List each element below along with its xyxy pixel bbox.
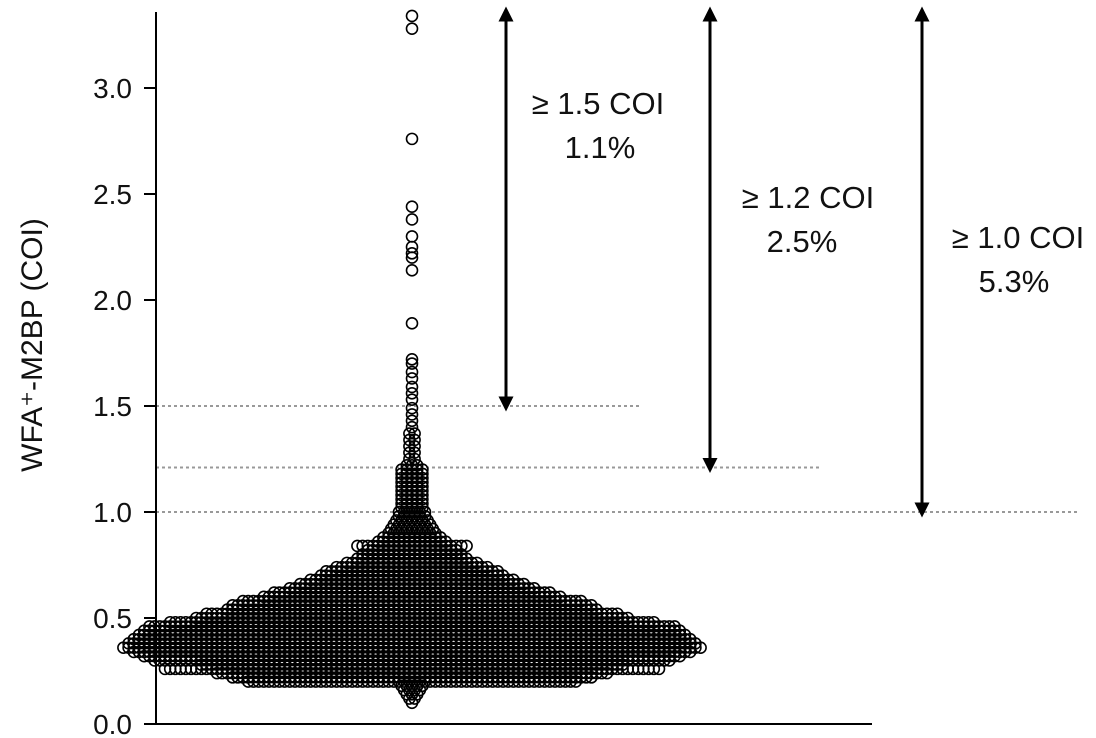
threshold-label: ≥ 1.5 COI — [532, 86, 664, 121]
y-tick-label: 2.5 — [93, 179, 132, 210]
data-point — [163, 615, 177, 629]
data-point — [405, 317, 419, 330]
data-point — [356, 539, 369, 553]
data-point — [543, 586, 557, 599]
threshold-annotations: ≥ 1.5 COI 1.1% ≥ 1.2 COI 2.5% ≥ 1.0 COI 5.3% — [498, 6, 1084, 518]
y-tick-label: 0.0 — [93, 709, 132, 738]
data-point — [330, 560, 343, 574]
data-point — [663, 620, 676, 633]
data-point — [405, 9, 419, 23]
data-point — [455, 539, 468, 553]
data-point — [405, 132, 419, 146]
data-point — [611, 607, 624, 621]
data-point — [405, 372, 419, 385]
data-point — [642, 615, 655, 629]
data-points — [117, 9, 707, 710]
data-point — [491, 565, 505, 578]
data-point — [408, 427, 421, 440]
data-point — [569, 594, 583, 608]
data-point — [405, 401, 419, 415]
data-point — [668, 620, 681, 633]
y-tick-label: 1.5 — [93, 391, 132, 422]
data-point — [405, 386, 419, 400]
data-point — [241, 594, 255, 608]
data-point — [405, 365, 419, 379]
data-point — [143, 620, 156, 633]
data-point — [405, 213, 419, 226]
data-point — [226, 598, 239, 612]
data-point — [405, 459, 419, 472]
threshold-lines — [156, 405, 1080, 513]
data-point — [538, 586, 551, 599]
data-point — [405, 408, 419, 421]
data-point — [340, 556, 354, 570]
data-point — [405, 353, 419, 366]
data-point — [283, 582, 297, 595]
data-point — [189, 611, 203, 625]
data-point — [410, 459, 424, 472]
data-point — [273, 586, 286, 599]
data-point — [405, 414, 419, 428]
y-tick-label: 0.5 — [93, 603, 132, 634]
y-tick-label: 3.0 — [93, 73, 132, 104]
data-point — [585, 598, 598, 612]
data-point — [148, 620, 161, 633]
data-point — [293, 577, 307, 591]
data-point — [405, 200, 419, 214]
threshold-percent: 2.5% — [767, 224, 838, 259]
data-point — [647, 615, 661, 629]
y-axis-label: WFA⁺-M2BP (COI) — [16, 218, 49, 472]
y-tick-label: 1.0 — [93, 497, 132, 528]
y-tick-label: 2.0 — [93, 285, 132, 316]
data-point — [460, 539, 473, 553]
data-point — [405, 380, 419, 394]
data-point — [351, 539, 364, 553]
data-point — [205, 607, 219, 621]
data-point — [405, 264, 419, 277]
data-point — [169, 615, 182, 629]
data-point — [621, 611, 635, 625]
data-point — [267, 586, 281, 599]
threshold-label: ≥ 1.2 COI — [742, 180, 874, 215]
axes: 0.0 0.5 1.0 1.5 2.0 2.5 3.0 — [93, 12, 872, 738]
data-point — [605, 607, 619, 621]
data-point — [236, 594, 250, 608]
data-point — [527, 582, 541, 595]
data-point — [405, 247, 419, 260]
data-point — [553, 590, 567, 604]
data-point — [405, 393, 419, 406]
data-point — [405, 230, 419, 243]
threshold-percent: 1.1% — [565, 130, 636, 165]
data-point — [481, 560, 494, 574]
data-point — [574, 594, 588, 608]
data-point — [405, 240, 419, 254]
data-point — [257, 590, 271, 604]
data-point — [304, 573, 317, 587]
threshold-label: ≥ 1.0 COI — [952, 220, 1084, 255]
data-point — [470, 556, 484, 570]
threshold-percent: 5.3% — [979, 264, 1050, 299]
data-point — [405, 420, 419, 434]
data-point — [200, 607, 213, 621]
data-point — [403, 427, 416, 440]
data-point — [405, 357, 419, 370]
data-point — [319, 565, 333, 578]
data-point — [405, 22, 419, 35]
data-point — [517, 577, 531, 591]
data-point — [507, 573, 520, 587]
